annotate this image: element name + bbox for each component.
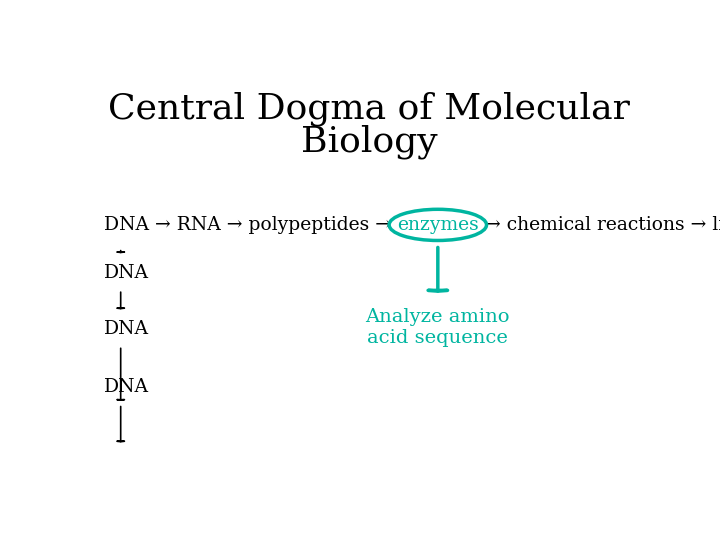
Text: Biology: Biology — [301, 125, 437, 159]
Text: DNA → RNA → polypeptides →: DNA → RNA → polypeptides → — [104, 216, 397, 234]
Text: enzymes: enzymes — [397, 216, 479, 234]
Text: DNA: DNA — [104, 378, 149, 396]
Text: DNA: DNA — [104, 264, 149, 282]
Text: Central Dogma of Molecular: Central Dogma of Molecular — [108, 91, 630, 126]
Text: → chemical reactions → life: → chemical reactions → life — [479, 216, 720, 234]
Text: DNA: DNA — [104, 320, 149, 338]
Text: Analyze amino
acid sequence: Analyze amino acid sequence — [366, 308, 510, 347]
